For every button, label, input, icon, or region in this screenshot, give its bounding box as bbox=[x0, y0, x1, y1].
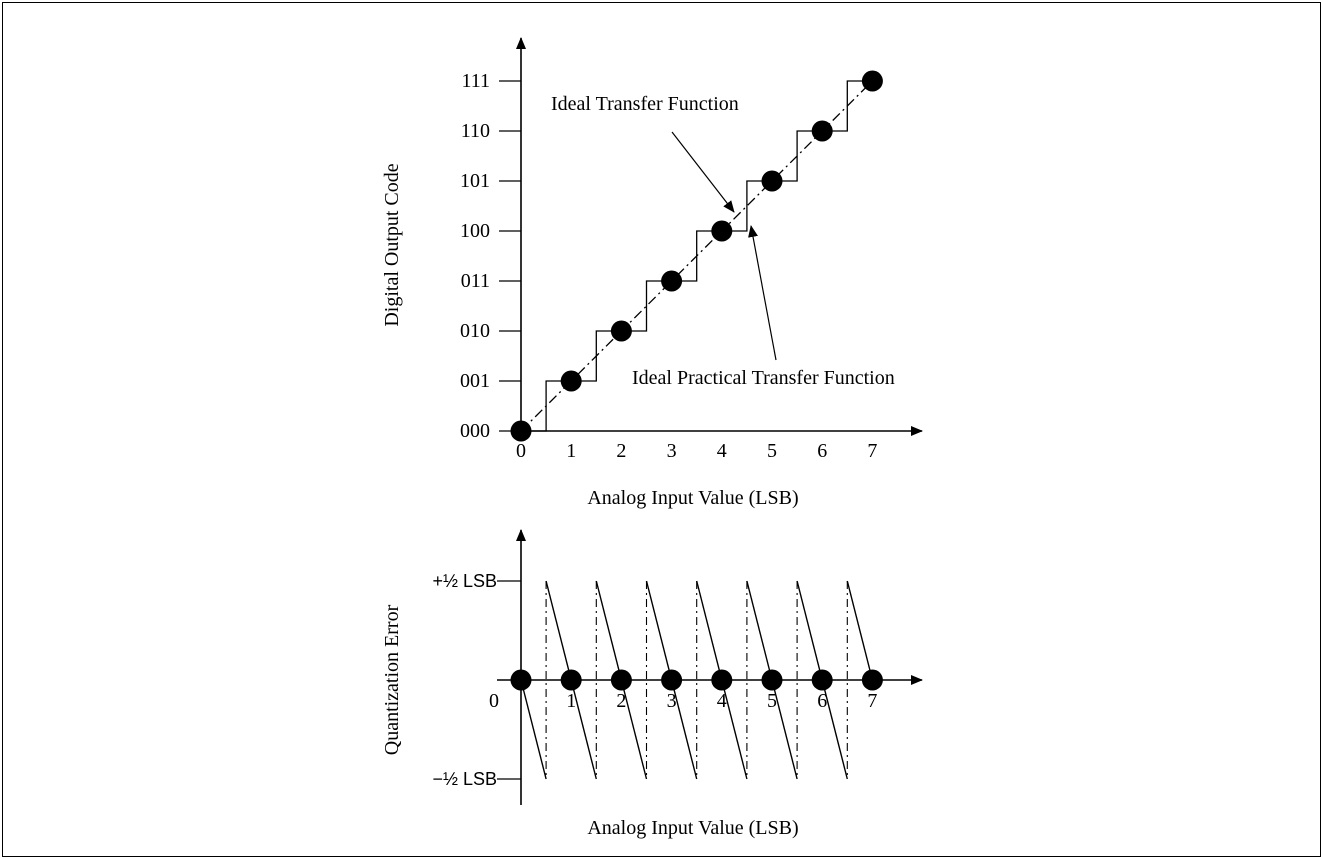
code-point-marker bbox=[510, 420, 532, 442]
transfer-chart-series bbox=[510, 70, 883, 442]
transfer-chart-axes bbox=[516, 37, 923, 436]
y-tick-label: 011 bbox=[461, 270, 490, 292]
x-tick-label: 6 bbox=[817, 440, 827, 462]
code-point-marker bbox=[811, 120, 833, 142]
zero-error-marker bbox=[861, 669, 883, 691]
transfer-chart-y-label: Digital Output Code bbox=[381, 163, 403, 326]
x-tick-label: 0 bbox=[516, 440, 526, 462]
y-tick-label: 001 bbox=[460, 370, 490, 392]
ideal-transfer-annotation: Ideal Transfer Function bbox=[551, 93, 739, 115]
x-tick-label: 7 bbox=[867, 440, 877, 462]
ideal-transfer-callout-line bbox=[671, 131, 735, 213]
error-chart-x-ticks: 1 2 3 4 5 6 7 bbox=[566, 690, 877, 712]
error-x-tick-label: 4 bbox=[717, 690, 727, 712]
x-tick-label: 4 bbox=[717, 440, 727, 462]
code-point-marker bbox=[610, 320, 632, 342]
error-x-tick-label: 2 bbox=[616, 690, 626, 712]
error-y-tick-label: −½ LSB bbox=[432, 769, 497, 789]
error-chart-y-label: Quantization Error bbox=[381, 604, 403, 755]
error-segment bbox=[846, 580, 874, 681]
x-tick-label: 1 bbox=[566, 440, 576, 462]
y-tick-label: 100 bbox=[460, 220, 490, 242]
error-x-tick-label: 3 bbox=[667, 690, 677, 712]
zero-error-marker bbox=[560, 669, 582, 691]
code-point-marker bbox=[711, 220, 733, 242]
zero-error-marker bbox=[510, 669, 532, 691]
transfer-chart-x-ticks: 0 1 2 3 4 5 6 7 bbox=[516, 440, 877, 462]
practical-transfer-annotation: Ideal Practical Transfer Function bbox=[632, 367, 895, 389]
error-x-tick-label: 5 bbox=[767, 690, 777, 712]
zero-error-marker bbox=[811, 669, 833, 691]
code-point-marker bbox=[861, 70, 883, 92]
quantization-error-chart: +½ LSB −½ LSB 1 2 3 4 5 6 7 0 Analog Input Valu… bbox=[381, 529, 923, 839]
error-chart-series bbox=[510, 580, 883, 780]
error-chart-y-ticks: +½ LSB −½ LSB bbox=[432, 571, 521, 789]
x-tick-label: 5 bbox=[767, 440, 777, 462]
error-chart-x-label: Analog Input Value (LSB) bbox=[587, 817, 798, 839]
y-tick-label: 111 bbox=[461, 70, 490, 92]
code-point-marker bbox=[761, 170, 783, 192]
error-x-tick-label: 1 bbox=[566, 690, 576, 712]
y-tick-label: 101 bbox=[460, 170, 490, 192]
error-chart-axes bbox=[497, 529, 923, 805]
x-tick-label: 2 bbox=[616, 440, 626, 462]
y-tick-label: 110 bbox=[461, 120, 490, 142]
practical-transfer-callout-line bbox=[748, 225, 777, 361]
code-point-marker bbox=[560, 370, 582, 392]
transfer-chart-x-label: Analog Input Value (LSB) bbox=[587, 487, 798, 509]
y-tick-label: 010 bbox=[460, 320, 490, 342]
y-tick-label: 000 bbox=[460, 420, 490, 442]
transfer-chart-y-ticks: 000 001 010 011 100 101 110 111 bbox=[460, 70, 521, 442]
error-segment bbox=[520, 679, 547, 780]
zero-error-marker bbox=[661, 669, 683, 691]
code-point-marker bbox=[661, 270, 683, 292]
x-tick-label: 3 bbox=[667, 440, 677, 462]
error-x-tick-label: 7 bbox=[867, 690, 877, 712]
zero-error-marker bbox=[761, 669, 783, 691]
transfer-function-chart: 000 001 010 011 100 101 110 111 0 1 2 3 4 5 6 7 Ideal … bbox=[381, 37, 923, 509]
error-x-tick-label: 6 bbox=[817, 690, 827, 712]
zero-error-marker bbox=[610, 669, 632, 691]
zero-error-marker bbox=[711, 669, 733, 691]
error-y-tick-label: +½ LSB bbox=[432, 571, 497, 591]
error-chart-origin-label: 0 bbox=[489, 690, 499, 712]
